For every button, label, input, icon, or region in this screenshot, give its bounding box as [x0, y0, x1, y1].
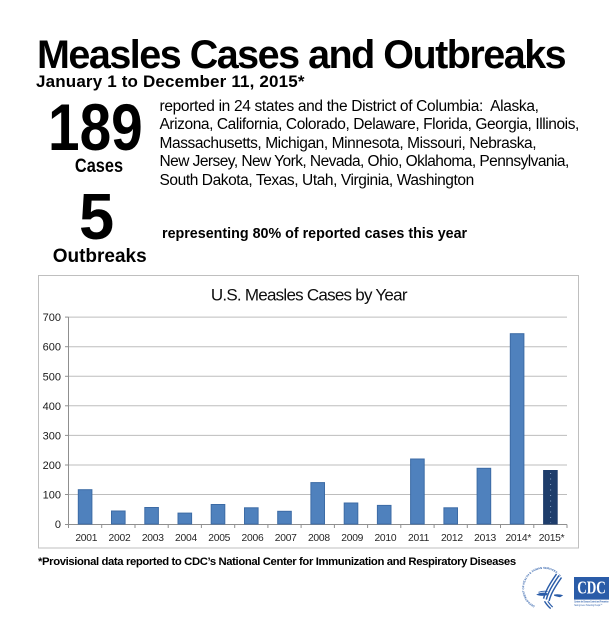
svg-text:2008: 2008 [308, 533, 330, 544]
svg-text:CDC: CDC [577, 577, 606, 597]
svg-text:Saving Lives. Protecting Peopl: Saving Lives. Protecting People™ [574, 603, 602, 607]
svg-text:DEPARTMENT OF HEALTH & HUMAN S: DEPARTMENT OF HEALTH & HUMAN SERVICES · … [516, 563, 562, 609]
svg-text:600: 600 [43, 342, 61, 354]
svg-text:2009: 2009 [341, 533, 363, 544]
svg-text:2010: 2010 [374, 533, 396, 544]
svg-text:0: 0 [55, 519, 61, 531]
svg-text:2001: 2001 [75, 533, 97, 544]
svg-text:2012: 2012 [441, 533, 463, 544]
svg-text:300: 300 [43, 430, 61, 442]
svg-text:2011: 2011 [408, 533, 430, 544]
svg-text:2006: 2006 [242, 533, 264, 544]
svg-text:2002: 2002 [109, 533, 131, 544]
svg-text:U.S. Measles Cases by Year: U.S. Measles Cases by Year [211, 286, 408, 305]
svg-text:100: 100 [43, 490, 61, 502]
svg-text:400: 400 [43, 401, 61, 413]
svg-text:2007: 2007 [275, 533, 297, 544]
svg-text:2003: 2003 [142, 533, 164, 544]
svg-text:700: 700 [43, 312, 61, 324]
svg-text:2005: 2005 [208, 533, 230, 544]
svg-text:200: 200 [43, 460, 61, 472]
svg-text:500: 500 [43, 371, 61, 383]
svg-text:2015*: 2015* [539, 533, 565, 544]
svg-text:Centers for Disease Control an: Centers for Disease Control and Preventi… [574, 600, 609, 604]
svg-text:2013: 2013 [474, 533, 496, 544]
svg-text:2004: 2004 [175, 533, 197, 544]
svg-text:2014*: 2014* [505, 533, 531, 544]
